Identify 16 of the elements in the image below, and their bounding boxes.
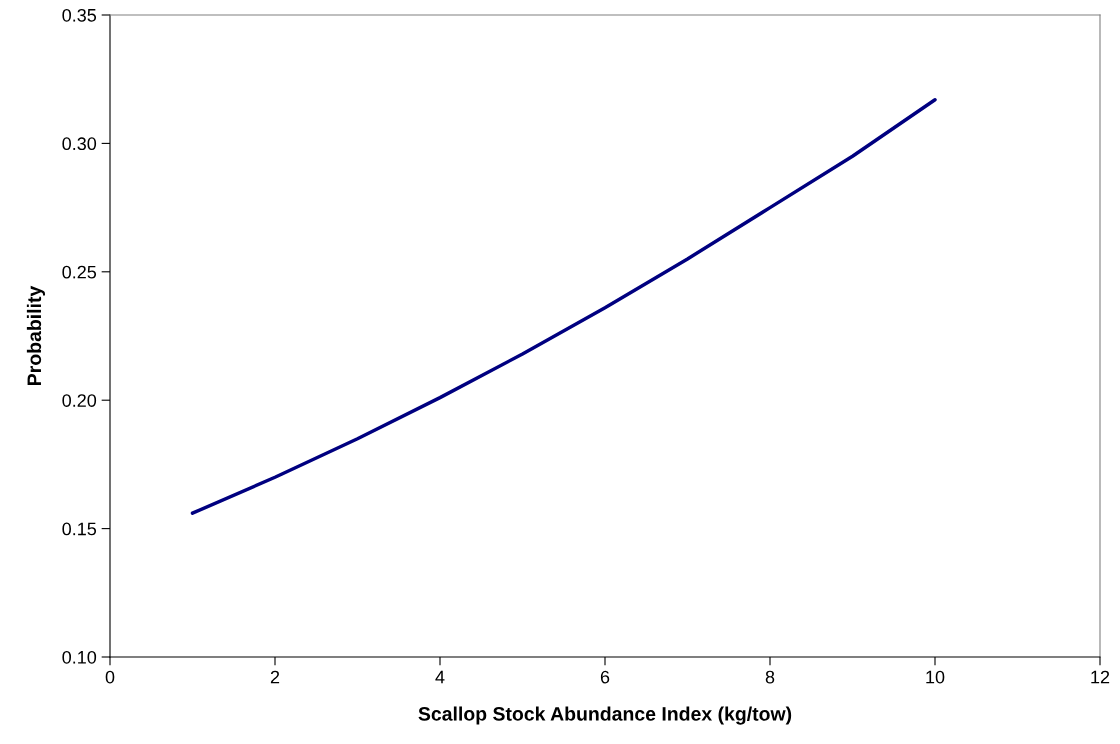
x-tick-label: 10 xyxy=(926,670,945,684)
x-tick-label: 12 xyxy=(1091,670,1110,684)
y-tick-label: 0.25 xyxy=(62,265,97,279)
y-tick-label: 0.30 xyxy=(62,137,97,151)
line-series xyxy=(190,98,937,515)
x-tick-label: 8 xyxy=(765,670,775,684)
x-tick-label: 2 xyxy=(270,670,280,684)
x-tick-label: 4 xyxy=(435,670,445,684)
y-tick-label: 0.35 xyxy=(62,8,97,22)
y-tick-label: 0.15 xyxy=(62,522,97,536)
x-tick-label: 0 xyxy=(105,670,115,684)
y-tick-label: 0.20 xyxy=(62,394,97,407)
y-axis-title: Probability xyxy=(26,285,45,385)
x-axis-title: Scallop Stock Abundance Index (kg/tow) xyxy=(418,706,792,725)
y-tick-label: 0.10 xyxy=(62,650,97,664)
x-tick-label: 6 xyxy=(600,670,610,684)
